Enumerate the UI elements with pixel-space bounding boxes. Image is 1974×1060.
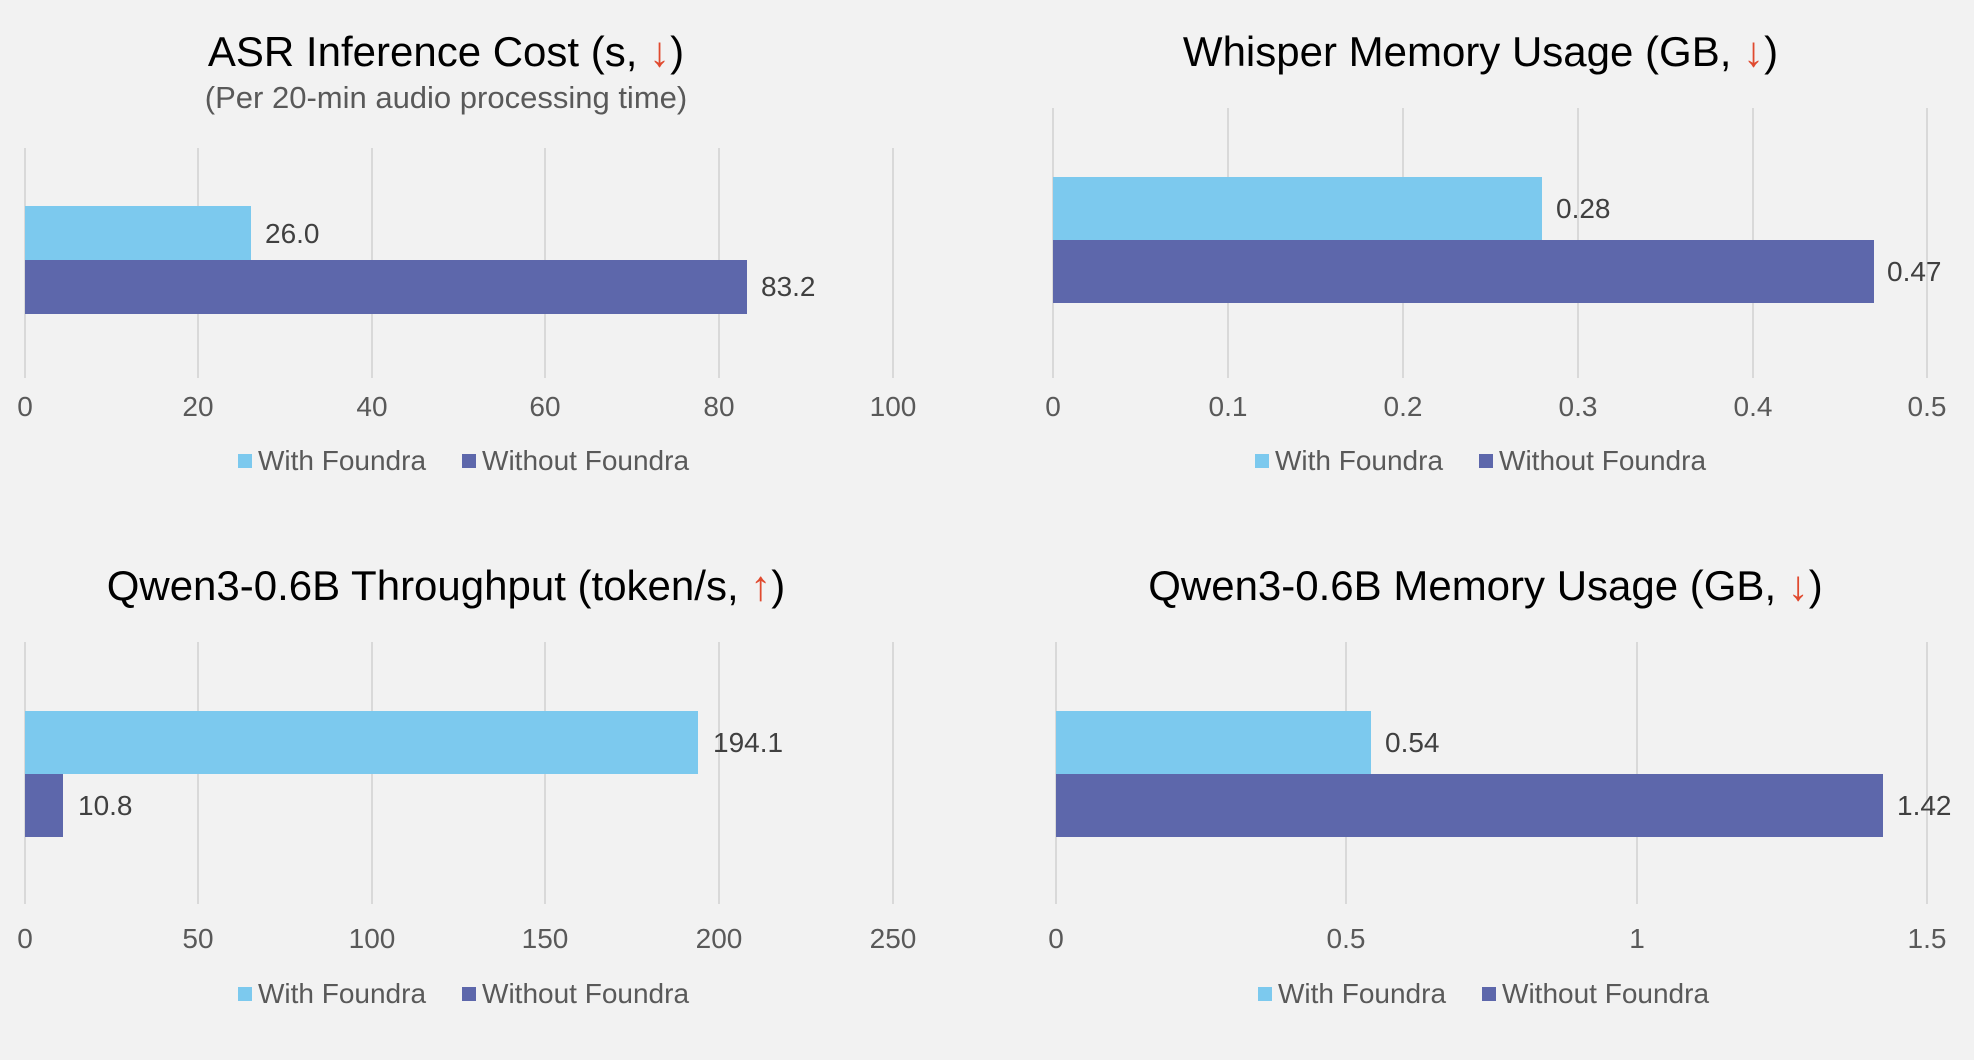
legend: With Foundra Without Foundra	[0, 978, 987, 1010]
legend-item-with: With Foundra	[1254, 445, 1443, 477]
x-tick: 50	[182, 923, 214, 954]
value-label-without: 83.2	[761, 271, 816, 302]
chart-title: Qwen3-0.6B Throughput (token/s, ↑)	[106, 562, 786, 609]
value-label-with: 194.1	[713, 727, 784, 758]
chart-title: Whisper Memory Usage (GB, ↓)	[1182, 28, 1779, 75]
x-tick: 0.4	[1733, 391, 1773, 422]
bar-with-foundra	[1053, 177, 1542, 240]
x-tick: 20	[182, 391, 214, 422]
gridline	[892, 642, 894, 904]
x-tick: 100	[348, 923, 396, 954]
value-label-without: 0.47	[1887, 256, 1942, 287]
value-label-without: 1.42	[1897, 790, 1952, 821]
value-label-with: 0.28	[1556, 193, 1611, 224]
bar-with-foundra	[1056, 711, 1371, 774]
x-tick: 0.1	[1208, 391, 1248, 422]
legend-item-without: Without Foundra	[1482, 978, 1709, 1010]
x-tick: 0.3	[1558, 391, 1598, 422]
swatch-icon	[237, 987, 252, 1001]
swatch-icon	[462, 454, 477, 468]
legend: With Foundra Without Foundra	[993, 978, 1974, 1010]
x-tick: 0.5	[1326, 923, 1366, 954]
x-tick: 0	[17, 923, 33, 954]
swatch-icon	[1254, 454, 1269, 468]
chart-title: ASR Inference Cost (s, ↓)	[207, 28, 685, 75]
swatch-icon	[1479, 454, 1494, 468]
x-tick: 1.5	[1907, 923, 1947, 954]
bar-without-foundra	[25, 260, 747, 314]
legend-item-without: Without Foundra	[1479, 445, 1706, 477]
bar-with-foundra	[25, 711, 698, 774]
chart-qwen3-memory-usage: Qwen3-0.6B Memory Usage (GB, ↓) 0.54 1.4…	[987, 530, 1974, 1060]
legend-item-with: With Foundra	[237, 445, 426, 477]
value-label-with: 0.54	[1385, 727, 1440, 758]
gridline	[718, 642, 720, 904]
chart-qwen3-throughput: Qwen3-0.6B Throughput (token/s, ↑) 194.1…	[0, 530, 987, 1060]
down-arrow-icon: ↓	[1743, 28, 1765, 75]
gridline	[1636, 642, 1638, 904]
x-tick: 0.5	[1907, 391, 1947, 422]
gridline	[1926, 642, 1928, 904]
x-tick: 0	[1048, 923, 1064, 954]
legend-item-without: Without Foundra	[462, 445, 689, 477]
value-label-without: 10.8	[78, 790, 133, 821]
x-tick: 40	[356, 391, 388, 422]
chart-subtitle: (Per 20-min audio processing time)	[204, 80, 688, 115]
x-tick: 0.2	[1383, 391, 1423, 422]
swatch-icon	[1257, 987, 1272, 1001]
chart-whisper-memory-usage: Whisper Memory Usage (GB, ↓) 0.28 0.47 0…	[987, 0, 1974, 530]
bar-without-foundra	[25, 774, 63, 837]
up-arrow-icon: ↑	[750, 562, 772, 609]
legend-item-without: Without Foundra	[462, 978, 689, 1010]
down-arrow-icon: ↓	[649, 28, 671, 75]
gridline	[892, 148, 894, 378]
x-tick: 100	[869, 391, 917, 422]
chart-asr-inference-cost: ASR Inference Cost (s, ↓) (Per 20-min au…	[0, 0, 987, 530]
value-label-with: 26.0	[265, 218, 320, 249]
x-tick: 60	[529, 391, 561, 422]
x-tick: 1	[1629, 923, 1645, 954]
bar-without-foundra	[1056, 774, 1883, 837]
legend-item-with: With Foundra	[237, 978, 426, 1010]
gridline	[1926, 108, 1928, 378]
x-tick: 150	[521, 923, 569, 954]
x-tick: 0	[1045, 391, 1061, 422]
legend: With Foundra Without Foundra	[0, 445, 987, 477]
swatch-icon	[1482, 987, 1497, 1001]
legend: With Foundra Without Foundra	[987, 445, 1974, 477]
bar-without-foundra	[1053, 240, 1874, 303]
down-arrow-icon: ↓	[1787, 562, 1809, 609]
chart-title: Qwen3-0.6B Memory Usage (GB, ↓)	[1148, 562, 1823, 609]
swatch-icon	[237, 454, 252, 468]
bar-with-foundra	[25, 206, 251, 260]
legend-item-with: With Foundra	[1257, 978, 1446, 1010]
x-tick: 200	[695, 923, 743, 954]
x-tick: 250	[869, 923, 917, 954]
x-tick: 0	[17, 391, 33, 422]
x-tick: 80	[703, 391, 735, 422]
swatch-icon	[462, 987, 477, 1001]
